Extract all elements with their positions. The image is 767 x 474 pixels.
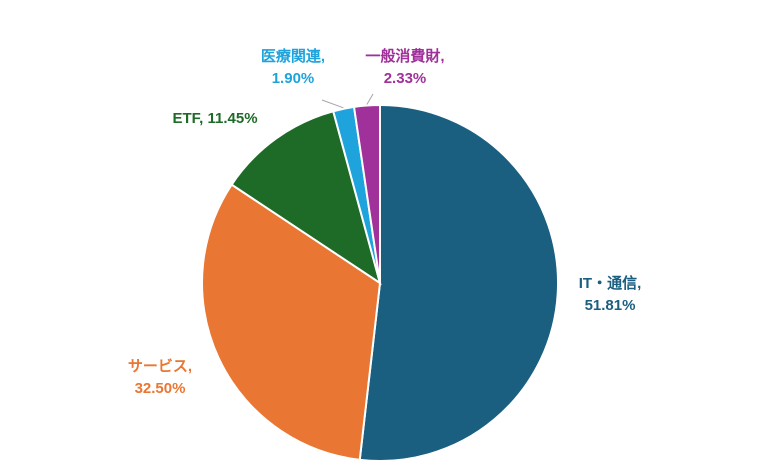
pie-slice-4 [352, 103, 381, 284]
label-etf: ETF, 11.45% [172, 110, 258, 127]
slice-label-text: サービス [127, 358, 188, 375]
pie-slice-2 [230, 110, 382, 286]
slice-value-text: 32.50% [134, 380, 186, 397]
slice-value-text: 2.33% [383, 70, 427, 87]
slice-label-text: IT・通信 [578, 275, 638, 292]
slice-label-text: ETF [172, 110, 200, 127]
slice-value-text: 11.45% [207, 110, 258, 127]
leader-line-3 [321, 99, 344, 109]
label-consumer-goods: 一般消費財, 2.33% [345, 46, 465, 90]
pie-slice-0 [358, 103, 559, 462]
label-it-telecom: IT・通信, 51.81% [555, 273, 665, 317]
slice-label-text: 一般消費財 [365, 48, 441, 65]
leader-line-4 [366, 93, 374, 105]
label-medical: 医療関連, 1.90% [238, 46, 348, 90]
slice-value-text: 1.90% [271, 70, 315, 87]
slice-value-text: 51.81% [584, 297, 636, 314]
label-services: サービス, 32.50% [100, 356, 220, 400]
pie-slice-1 [201, 183, 382, 461]
slice-label-text: 医療関連 [260, 48, 321, 65]
